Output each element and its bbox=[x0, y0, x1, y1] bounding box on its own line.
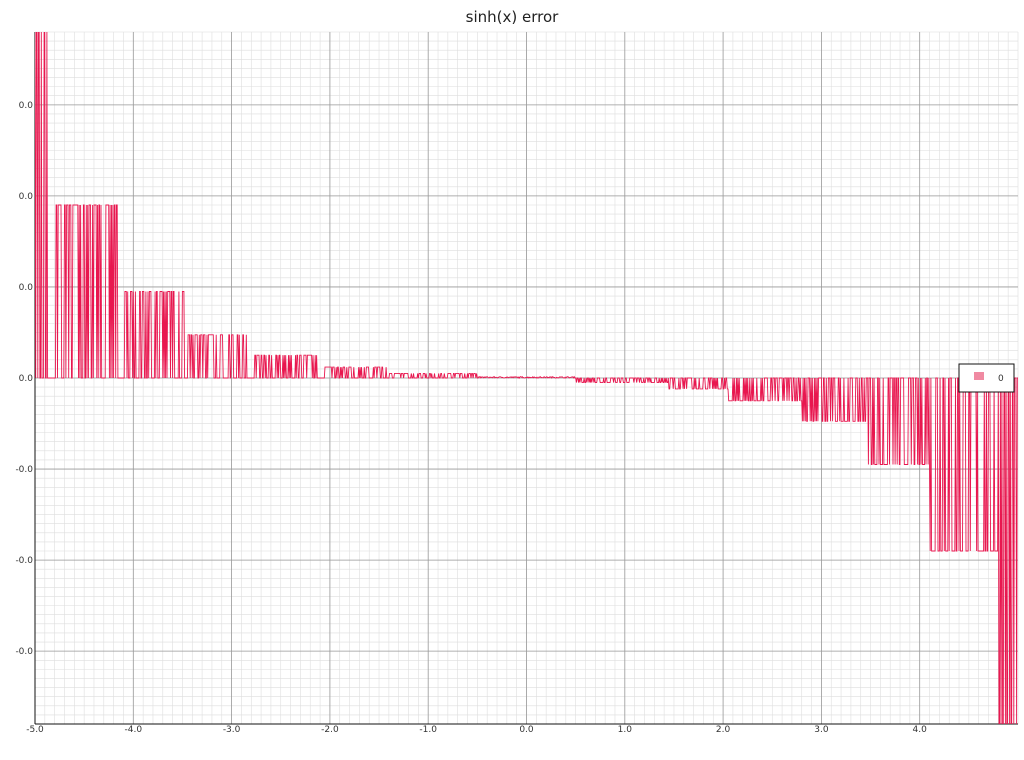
y-tick-label: -0.0 bbox=[15, 556, 33, 566]
x-tick-label: -2.0 bbox=[321, 725, 339, 735]
x-tick-label: -4.0 bbox=[125, 725, 143, 735]
y-tick-label: -0.0 bbox=[15, 465, 33, 475]
legend-label: 0 bbox=[998, 374, 1004, 384]
x-tick-label: 3.0 bbox=[814, 725, 829, 735]
x-tick-label: 4.0 bbox=[913, 725, 928, 735]
x-tick-label: -1.0 bbox=[419, 725, 437, 735]
series-line-0 bbox=[35, 32, 1018, 724]
x-tick-label: -5.0 bbox=[26, 725, 44, 735]
y-axis-ticks: 0.0 0.0 0.0 0.0 -0.0 -0.0 -0.0 bbox=[15, 101, 33, 657]
y-tick-label: 0.0 bbox=[19, 374, 34, 384]
legend-swatch bbox=[974, 372, 984, 380]
x-tick-label: 1.0 bbox=[618, 725, 633, 735]
y-tick-label: -0.0 bbox=[15, 647, 33, 657]
y-tick-label: 0.0 bbox=[19, 101, 34, 111]
legend-box bbox=[958, 363, 1015, 393]
y-tick-label: 0.0 bbox=[19, 192, 34, 202]
y-tick-label: 0.0 bbox=[19, 283, 34, 293]
x-axis-ticks: -5.0 -4.0 -3.0 -2.0 -1.0 0.0 1.0 2.0 3.0 4.0 bbox=[26, 725, 927, 735]
series-group bbox=[35, 32, 1018, 724]
legend: 0 bbox=[958, 363, 1015, 393]
x-tick-label: -3.0 bbox=[223, 725, 241, 735]
chart-title: sinh(x) error bbox=[466, 8, 559, 26]
x-tick-label: 0.0 bbox=[519, 725, 534, 735]
x-tick-label: 2.0 bbox=[716, 725, 731, 735]
